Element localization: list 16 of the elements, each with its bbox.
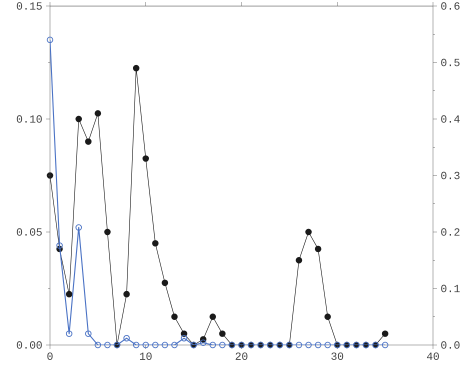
y-tick-label: 0.05: [16, 228, 42, 236]
x-tick-label: 20: [236, 352, 248, 360]
x-tick-label: 30: [331, 352, 344, 360]
x-tick-label: 10: [140, 352, 152, 360]
x-tick-label: 0: [47, 352, 53, 360]
y2-tick-label: 0.4: [441, 115, 460, 123]
y2-tick-label: 0.1: [441, 284, 460, 292]
y-tick-label: 0.00: [16, 341, 42, 349]
x-tick-label: 40: [426, 352, 439, 360]
y-tick-label: 0.15: [16, 2, 42, 10]
y2-tick-label: 0.3: [441, 172, 460, 180]
y2-tick-label: 0.0: [441, 341, 460, 349]
y-tick-label: 0.10: [16, 115, 42, 123]
y2-tick-label: 0.5: [441, 58, 460, 66]
y2-tick-label: 0.6: [441, 2, 460, 10]
y2-tick-label: 0.2: [441, 228, 460, 236]
